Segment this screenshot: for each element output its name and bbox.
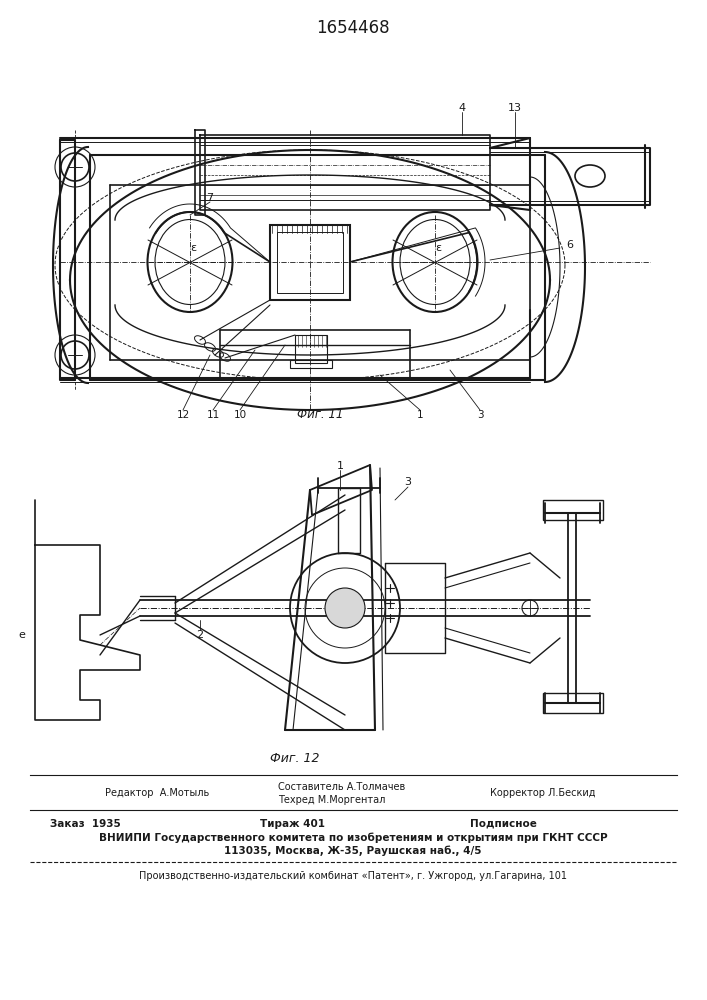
- Text: Корректор Л.Бескид: Корректор Л.Бескид: [490, 788, 595, 798]
- Bar: [290, 360, 332, 368]
- Circle shape: [325, 588, 365, 628]
- Bar: [295, 335, 327, 363]
- Text: 7: 7: [206, 193, 214, 203]
- Text: е: е: [18, 630, 25, 640]
- Text: 4: 4: [458, 103, 466, 113]
- Text: Производственно-издательский комбинат «Патент», г. Ужгород, ул.Гагарина, 101: Производственно-издательский комбинат «П…: [139, 871, 567, 881]
- Text: ВНИИПИ Государственного комитета по изобретениям и открытиям при ГКНТ СССР: ВНИИПИ Государственного комитета по изоб…: [99, 833, 607, 843]
- Text: 2: 2: [197, 630, 204, 640]
- Bar: [543, 693, 603, 713]
- Bar: [270, 225, 350, 300]
- Text: Фиг. 12: Фиг. 12: [270, 752, 320, 764]
- Text: 13: 13: [508, 103, 522, 113]
- Text: Составитель А.Толмачев: Составитель А.Толмачев: [278, 782, 405, 792]
- Text: Фиг. 11: Фиг. 11: [297, 408, 343, 422]
- Text: 1: 1: [337, 461, 344, 471]
- Text: 6: 6: [566, 240, 573, 250]
- Text: 1: 1: [416, 410, 423, 420]
- Text: ε: ε: [190, 243, 196, 253]
- Text: 1654468: 1654468: [316, 19, 390, 37]
- Bar: [277, 232, 343, 293]
- Bar: [543, 500, 603, 520]
- Text: Подписное: Подписное: [470, 819, 537, 829]
- Text: Техред М.Моргентал: Техред М.Моргентал: [278, 795, 385, 805]
- Text: Тираж 401: Тираж 401: [260, 819, 325, 829]
- Text: 3: 3: [477, 410, 484, 420]
- Text: 113035, Москва, Ж-35, Раушская наб., 4/5: 113035, Москва, Ж-35, Раушская наб., 4/5: [224, 846, 481, 856]
- Text: Заказ  1935: Заказ 1935: [50, 819, 121, 829]
- Text: Редактор  А.Мотыль: Редактор А.Мотыль: [105, 788, 209, 798]
- Text: ε: ε: [435, 243, 441, 253]
- Text: 3: 3: [404, 477, 411, 487]
- Text: 12: 12: [176, 410, 189, 420]
- Text: 11: 11: [206, 410, 220, 420]
- Text: 10: 10: [233, 410, 247, 420]
